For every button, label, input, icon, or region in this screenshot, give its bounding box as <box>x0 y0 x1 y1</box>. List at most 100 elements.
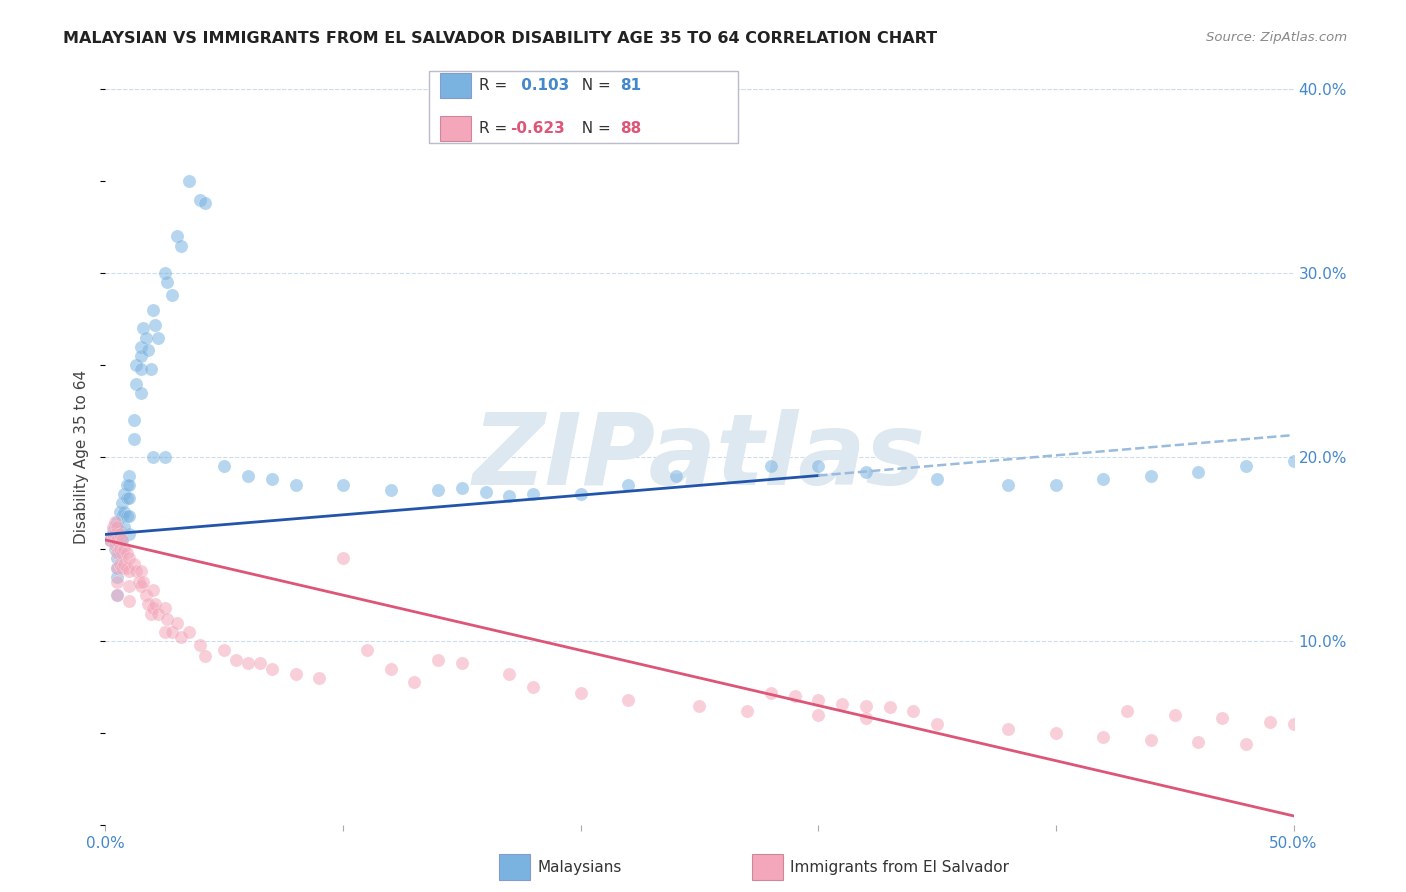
Point <box>136 343 159 358</box>
Point <box>1282 454 1305 468</box>
Point <box>260 662 283 676</box>
Point <box>855 698 877 713</box>
Point <box>759 459 782 474</box>
Point <box>153 450 176 464</box>
Point <box>132 321 155 335</box>
Point <box>118 468 141 483</box>
Point <box>177 174 200 188</box>
Point <box>115 477 138 491</box>
Point <box>194 648 217 663</box>
Point <box>170 238 193 252</box>
Point <box>156 276 179 290</box>
Point <box>236 468 259 483</box>
Point <box>104 533 127 547</box>
Point <box>807 693 830 707</box>
Point <box>1116 704 1139 718</box>
Point <box>665 468 688 483</box>
Point <box>118 477 141 491</box>
Point <box>114 542 136 557</box>
Point <box>104 515 127 529</box>
Point <box>308 671 330 685</box>
Point <box>194 196 217 211</box>
Point <box>783 690 806 704</box>
Point <box>98 533 121 547</box>
Point <box>160 624 183 639</box>
Point <box>125 564 148 578</box>
Point <box>759 686 782 700</box>
Point <box>132 575 155 590</box>
Point <box>115 491 138 505</box>
Point <box>104 542 127 557</box>
Point <box>108 546 131 560</box>
Point <box>1045 726 1067 740</box>
Point <box>139 607 162 621</box>
Point <box>156 612 179 626</box>
Point <box>735 704 758 718</box>
Point <box>105 560 128 574</box>
Point <box>160 288 183 302</box>
Point <box>166 229 188 244</box>
Point <box>153 601 176 615</box>
Text: R =: R = <box>479 121 513 136</box>
Point <box>114 505 136 519</box>
Point <box>260 472 283 486</box>
Text: -0.623: -0.623 <box>510 121 565 136</box>
Point <box>1140 468 1163 483</box>
Point <box>1234 737 1257 751</box>
Text: N =: N = <box>572 121 616 136</box>
Point <box>105 575 128 590</box>
Point <box>108 533 131 547</box>
Text: ZIPatlas: ZIPatlas <box>472 409 927 506</box>
Point <box>104 538 127 552</box>
Point <box>105 551 128 566</box>
Point <box>135 330 157 344</box>
Text: Immigrants from El Salvador: Immigrants from El Salvador <box>790 860 1010 874</box>
Point <box>111 560 134 574</box>
Point <box>925 472 948 486</box>
Point <box>129 362 152 376</box>
Point <box>498 667 520 681</box>
Point <box>129 564 152 578</box>
Point <box>427 652 450 666</box>
Point <box>139 362 162 376</box>
Point <box>101 527 124 541</box>
Point <box>108 542 131 557</box>
Point <box>115 508 138 523</box>
Point <box>98 533 121 547</box>
Point <box>146 607 169 621</box>
Point <box>1187 465 1209 479</box>
Point <box>143 318 166 332</box>
Point <box>105 533 128 547</box>
Point <box>153 266 176 280</box>
Point <box>450 482 472 496</box>
Point <box>1234 459 1257 474</box>
Point <box>118 593 141 607</box>
Point <box>153 624 176 639</box>
Point <box>879 700 901 714</box>
Point <box>284 477 307 491</box>
Point <box>1187 735 1209 749</box>
Point <box>114 487 136 501</box>
Point <box>118 508 141 523</box>
Point <box>129 579 152 593</box>
Point <box>146 330 169 344</box>
Point <box>111 508 134 523</box>
Point <box>404 674 426 689</box>
Point <box>855 711 877 725</box>
Point <box>225 652 247 666</box>
Point <box>569 487 592 501</box>
Point <box>118 527 141 541</box>
Point <box>111 533 134 547</box>
Point <box>111 546 134 560</box>
Point <box>831 697 853 711</box>
Point <box>284 667 307 681</box>
Point <box>122 432 145 446</box>
Point <box>1282 717 1305 731</box>
Point <box>807 459 830 474</box>
Point <box>129 340 152 354</box>
Point <box>143 598 166 612</box>
Point <box>122 413 145 427</box>
Point <box>190 193 212 207</box>
Point <box>128 575 150 590</box>
Point <box>569 686 592 700</box>
